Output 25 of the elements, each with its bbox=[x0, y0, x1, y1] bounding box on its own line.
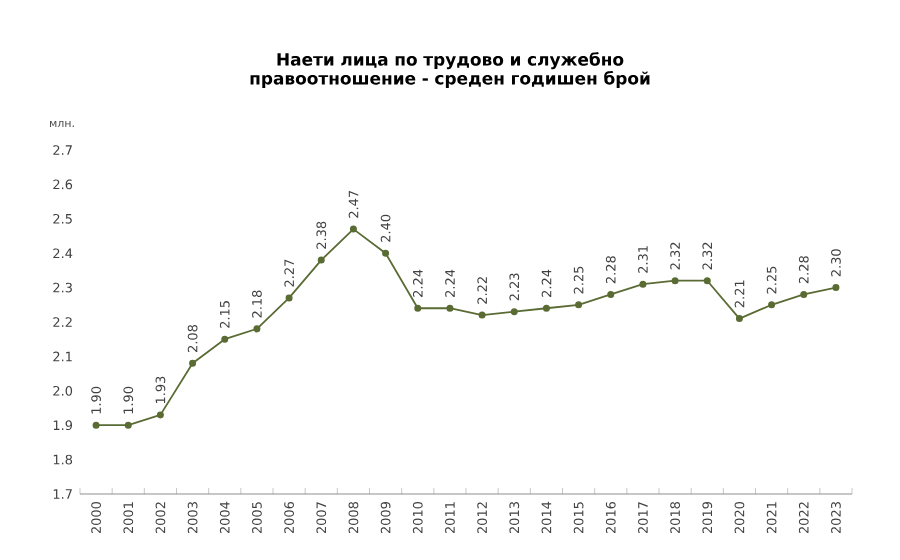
point bbox=[317, 256, 325, 264]
point bbox=[446, 304, 454, 312]
point bbox=[671, 277, 679, 285]
point bbox=[639, 280, 647, 288]
point bbox=[768, 301, 776, 309]
point bbox=[253, 325, 261, 333]
point bbox=[414, 304, 422, 312]
point bbox=[285, 294, 293, 302]
point bbox=[703, 277, 711, 285]
point bbox=[156, 411, 164, 419]
point bbox=[510, 308, 518, 316]
point bbox=[124, 421, 132, 429]
point bbox=[189, 359, 197, 367]
chart-title: Наети лица по трудово и служебно правоотношение - среден годишен брой bbox=[250, 52, 650, 88]
point bbox=[800, 290, 808, 298]
point bbox=[221, 335, 229, 343]
point bbox=[478, 311, 486, 319]
point bbox=[542, 304, 550, 312]
point bbox=[832, 284, 840, 292]
point bbox=[382, 249, 390, 257]
point bbox=[92, 421, 100, 429]
point bbox=[607, 290, 615, 298]
point bbox=[575, 301, 583, 309]
point bbox=[349, 225, 357, 233]
point bbox=[735, 315, 743, 323]
